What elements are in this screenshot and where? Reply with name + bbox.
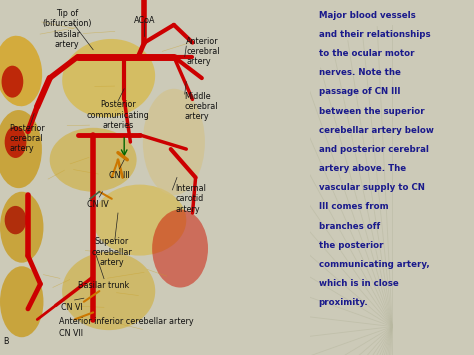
Text: Posterior
communicating
arteries: Posterior communicating arteries	[87, 100, 149, 130]
Text: Anterior inferior cerebellar artery: Anterior inferior cerebellar artery	[59, 317, 193, 326]
Text: the posterior: the posterior	[319, 241, 383, 250]
Ellipse shape	[0, 266, 44, 337]
Ellipse shape	[143, 89, 205, 195]
Ellipse shape	[0, 110, 42, 188]
Ellipse shape	[62, 252, 155, 330]
Text: Middle
cerebral
artery: Middle cerebral artery	[185, 92, 218, 121]
Ellipse shape	[5, 126, 27, 158]
Text: CN IV: CN IV	[87, 200, 109, 209]
Text: Superior
cerebellar
artery: Superior cerebellar artery	[91, 237, 132, 267]
Text: branches off: branches off	[319, 222, 380, 230]
Text: which is in close: which is in close	[319, 279, 398, 288]
Text: between the superior: between the superior	[319, 106, 424, 115]
Text: CN III: CN III	[109, 171, 130, 180]
Text: Anterior
cerebral
artery: Anterior cerebral artery	[186, 37, 220, 66]
Text: ACoA: ACoA	[134, 16, 155, 25]
Text: passage of CN III: passage of CN III	[319, 87, 400, 96]
Text: to the ocular motor: to the ocular motor	[319, 49, 414, 58]
Ellipse shape	[0, 192, 44, 263]
Text: CN VII: CN VII	[59, 329, 83, 338]
Text: proximity.: proximity.	[319, 298, 368, 307]
Text: cerebellar artery below: cerebellar artery below	[319, 126, 434, 135]
Ellipse shape	[50, 128, 137, 192]
Text: vascular supply to CN: vascular supply to CN	[319, 183, 425, 192]
Text: III comes from: III comes from	[319, 202, 388, 211]
Text: and posterior cerebral: and posterior cerebral	[319, 145, 428, 154]
Ellipse shape	[152, 209, 208, 288]
Text: nerves. Note the: nerves. Note the	[319, 68, 401, 77]
Ellipse shape	[1, 66, 23, 98]
Text: Posterior
cerebral
artery: Posterior cerebral artery	[9, 124, 45, 153]
Text: artery above. The: artery above. The	[319, 164, 406, 173]
Ellipse shape	[93, 185, 186, 256]
Ellipse shape	[5, 206, 27, 234]
Text: Major blood vessels: Major blood vessels	[319, 11, 415, 20]
Text: Tip of
(bifurcation)
basilar
artery: Tip of (bifurcation) basilar artery	[42, 9, 91, 49]
Text: communicating artery,: communicating artery,	[319, 260, 429, 269]
Text: B: B	[3, 337, 9, 346]
Text: CN VI: CN VI	[61, 302, 82, 312]
Ellipse shape	[62, 39, 155, 117]
Ellipse shape	[0, 36, 42, 106]
Text: Internal
carotid
artery: Internal carotid artery	[175, 184, 206, 214]
Text: and their relationships: and their relationships	[319, 30, 430, 39]
Text: Basilar trunk: Basilar trunk	[78, 281, 129, 290]
